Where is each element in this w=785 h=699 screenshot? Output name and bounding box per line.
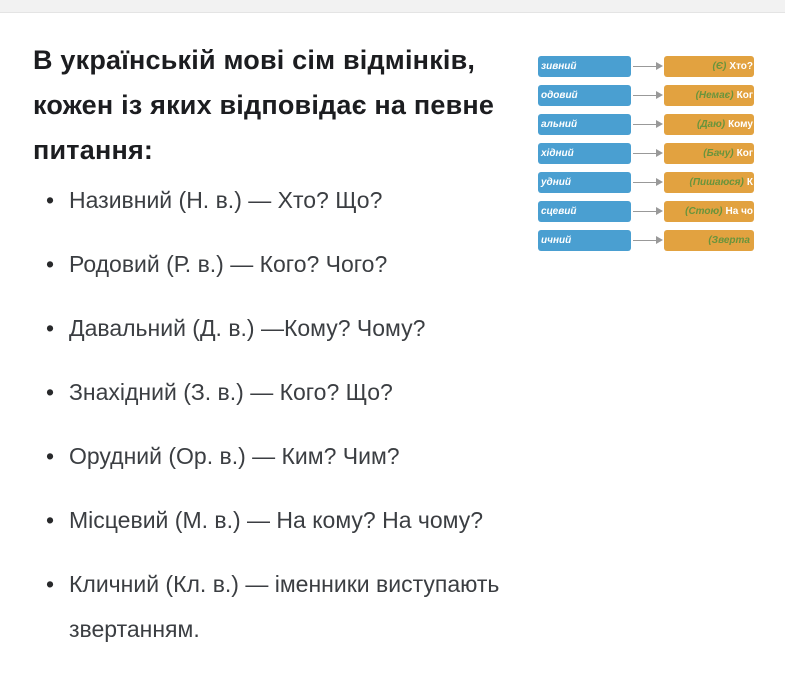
arrow-right-icon <box>631 201 664 222</box>
bullet-icon: • <box>46 571 55 597</box>
case-box: ичний <box>538 230 631 251</box>
hint-text: (Зверта <box>708 235 750 246</box>
case-box: удний <box>538 172 631 193</box>
question-text: Ког <box>736 148 753 159</box>
hint-text: (Немає) <box>695 90 734 101</box>
case-box: хідний <box>538 143 631 164</box>
list-item-text: Місцевий (М. в.) — На кому? На чому? <box>69 507 484 533</box>
list-item-text: Кличний (Кл. в.) — іменники виступають з… <box>69 571 500 642</box>
arrow-right-icon <box>631 56 664 77</box>
list-item: • Називний (Н. в.) — Хто? Що? <box>46 178 578 223</box>
case-box: сцевий <box>538 201 631 222</box>
question-box: (Стою) На чо <box>664 201 754 222</box>
question-box: (Немає) Ког <box>664 85 754 106</box>
diagram-row: удний (Пишаюся) К <box>538 172 754 193</box>
question-text: Кому <box>728 119 753 130</box>
list-item-text: Називний (Н. в.) — Хто? Що? <box>69 187 383 213</box>
cases-list: • Називний (Н. в.) — Хто? Що? • Родовий … <box>46 178 578 671</box>
list-item-text: Знахідний (З. в.) — Кого? Що? <box>69 379 393 405</box>
hint-text: (Пишаюся) <box>689 177 744 188</box>
arrow-right-icon <box>631 114 664 135</box>
diagram-row: альний (Даю) Кому <box>538 114 754 135</box>
hint-text: (Бачу) <box>703 148 734 159</box>
question-box: (Бачу) Ког <box>664 143 754 164</box>
list-item-text: Родовий (Р. в.) — Кого? Чого? <box>69 251 388 277</box>
list-item-text: Давальний (Д. в.) —Кому? Чому? <box>69 315 426 341</box>
diagram-row: ичний (Зверта <box>538 230 754 251</box>
arrow-right-icon <box>631 143 664 164</box>
list-item: • Знахідний (З. в.) — Кого? Що? <box>46 370 578 415</box>
diagram-row: хідний (Бачу) Ког <box>538 143 754 164</box>
hint-text: (Даю) <box>696 119 726 130</box>
question-text: К <box>746 177 753 188</box>
list-item: • Кличний (Кл. в.) — іменники виступають… <box>46 562 578 652</box>
diagram-row: одовий (Немає) Ког <box>538 85 754 106</box>
case-box: одовий <box>538 85 631 106</box>
page-title-line: В українській мові сім відмінків, <box>33 45 476 75</box>
question-text: Ког <box>736 90 753 101</box>
bullet-icon: • <box>46 443 55 469</box>
question-text: На чо <box>725 206 753 217</box>
question-box: (Зверта <box>664 230 754 251</box>
arrow-right-icon <box>631 172 664 193</box>
hint-text: (Є) <box>712 61 727 72</box>
cases-diagram-image: зивний (Є) Хто? одовий (Немає) Ког альни… <box>538 56 754 259</box>
arrow-right-icon <box>631 230 664 251</box>
question-box: (Пишаюся) К <box>664 172 754 193</box>
bullet-icon: • <box>46 187 55 213</box>
bullet-icon: • <box>46 507 55 533</box>
page-title-line: кожен із яких відповідає на певне <box>33 90 495 120</box>
diagram-row: сцевий (Стою) На чо <box>538 201 754 222</box>
case-box: зивний <box>538 56 631 77</box>
bullet-icon: • <box>46 251 55 277</box>
bullet-icon: • <box>46 315 55 341</box>
bullet-icon: • <box>46 379 55 405</box>
list-item: • Орудний (Ор. в.) — Ким? Чим? <box>46 434 578 479</box>
diagram-row: зивний (Є) Хто? <box>538 56 754 77</box>
list-item-text: Орудний (Ор. в.) — Ким? Чим? <box>69 443 400 469</box>
question-box: (Даю) Кому <box>664 114 754 135</box>
list-item: • Родовий (Р. в.) — Кого? Чого? <box>46 242 578 287</box>
arrow-right-icon <box>631 85 664 106</box>
list-item: • Давальний (Д. в.) —Кому? Чому? <box>46 306 578 351</box>
question-text: Хто? <box>729 61 753 72</box>
hint-text: (Стою) <box>685 206 723 217</box>
top-bar <box>0 0 785 13</box>
page-title: В українській мові сім відмінків, кожен … <box>33 38 543 173</box>
question-box: (Є) Хто? <box>664 56 754 77</box>
case-box: альний <box>538 114 631 135</box>
page-title-line: питання: <box>33 135 154 165</box>
list-item: • Місцевий (М. в.) — На кому? На чому? <box>46 498 578 543</box>
